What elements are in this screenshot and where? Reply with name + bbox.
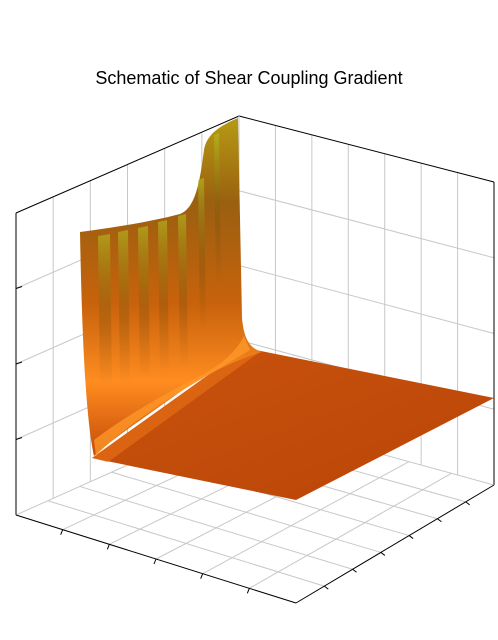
surface-stripe <box>138 226 150 378</box>
grid-line <box>249 472 452 589</box>
axis-tick <box>60 529 64 535</box>
box-edge <box>295 484 495 604</box>
axis-tick <box>437 518 442 523</box>
axis-tick <box>352 568 357 573</box>
grid-line <box>111 471 382 553</box>
surface-stripe <box>178 214 188 366</box>
box-edge <box>238 115 495 183</box>
axis-tick <box>15 437 23 440</box>
axis-tick <box>323 585 329 590</box>
surface-floor <box>92 348 494 500</box>
grid-line <box>202 461 410 575</box>
axis-tick <box>153 558 157 565</box>
axis-tick <box>15 361 23 365</box>
surface-stripe <box>118 230 130 382</box>
axis-tick <box>465 501 471 506</box>
axis-tick <box>15 286 23 289</box>
surface-stripe <box>98 234 112 386</box>
grid-line <box>79 485 353 570</box>
axis-tick <box>380 552 386 556</box>
chart-title: Schematic of Shear Coupling Gradient <box>95 68 403 88</box>
surface-mesh <box>80 118 494 500</box>
grid-line <box>47 500 325 587</box>
surface-ridge <box>94 336 250 456</box>
surface-floor-edge <box>92 348 260 462</box>
surface-stripe <box>214 133 221 285</box>
axis-tick <box>200 573 204 579</box>
axis-tick <box>408 535 414 539</box>
axis-tick <box>106 544 110 550</box>
box-edge <box>15 115 240 214</box>
surface-stripe <box>198 178 206 330</box>
surface-stripe <box>158 220 169 372</box>
axis-tick <box>246 588 250 594</box>
grid-line <box>238 190 495 259</box>
grid-line <box>238 265 495 334</box>
